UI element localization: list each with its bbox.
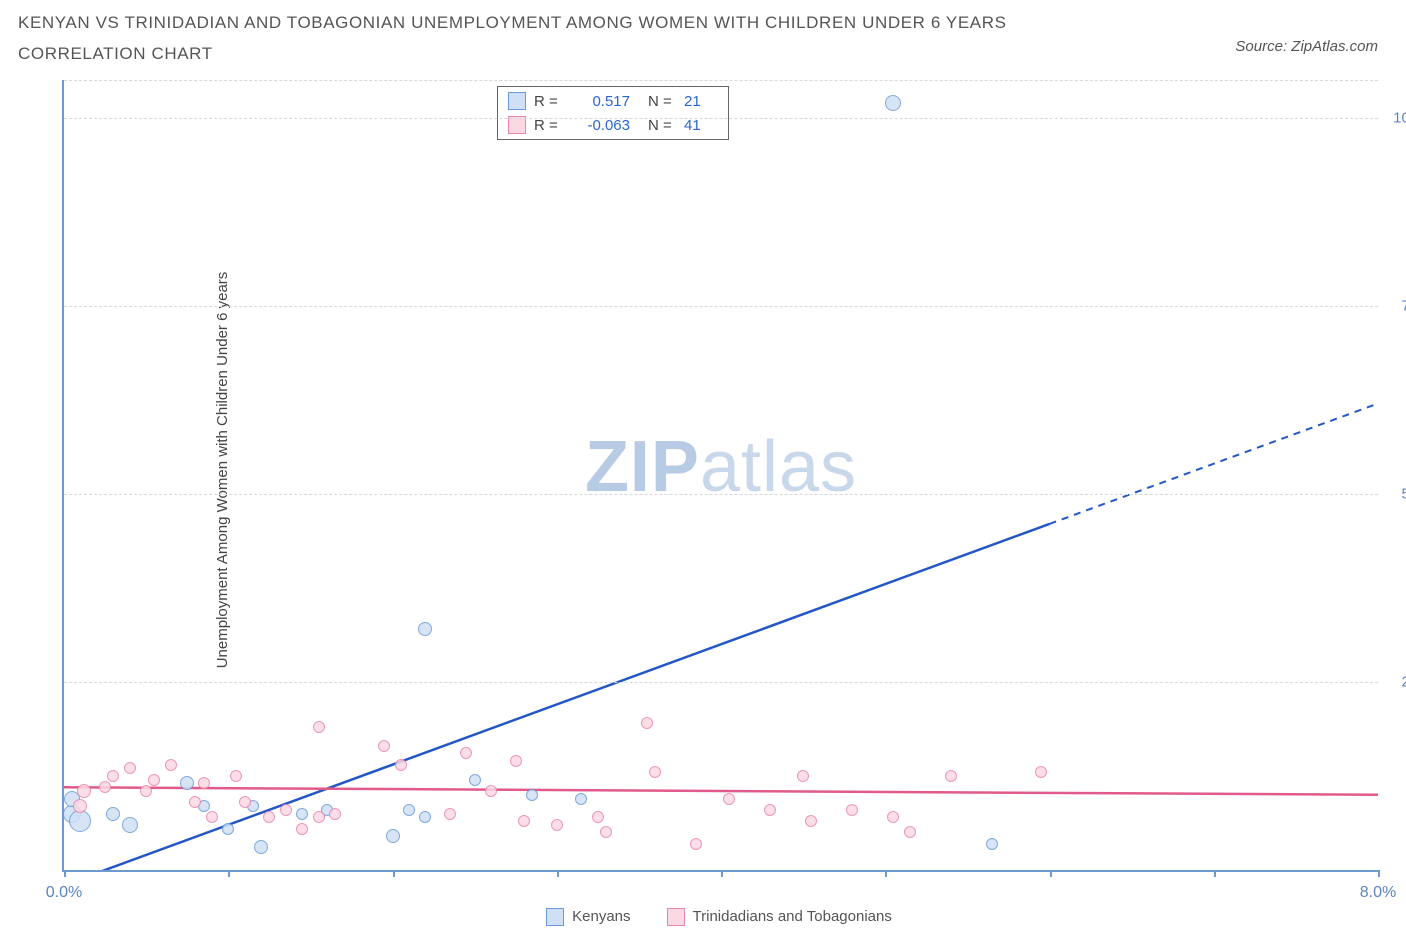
legend-label-trinidadians: Trinidadians and Tobagonians [693,908,892,925]
n-value-trinidadians: 41 [684,117,716,134]
legend-item-kenyans: Kenyans [546,908,630,926]
data-point-trinidadians [77,784,91,798]
x-tick [1214,870,1216,877]
n-label-trinidadians: N = [648,117,684,134]
data-point-trinidadians [239,796,251,808]
r-label-trinidadians: R = [534,117,568,134]
data-point-trinidadians [797,770,809,782]
gridline-h [64,682,1378,683]
gridline-h [64,80,1378,81]
n-value-kenyans: 21 [684,93,716,110]
data-point-trinidadians [395,759,407,771]
data-point-trinidadians [329,808,341,820]
source-prefix: Source: [1235,38,1291,55]
data-point-trinidadians [510,755,522,767]
regression-lines-layer [64,80,1378,870]
regression-line-dashed-kenyans [1050,404,1379,524]
y-tick-label: 25.0% [1401,673,1406,690]
data-point-kenyans [122,817,138,833]
x-tick [885,870,887,877]
x-tick-label: 8.0% [1360,884,1396,902]
data-point-trinidadians [945,770,957,782]
data-point-trinidadians [165,759,177,771]
legend-swatch-kenyans [546,908,564,926]
data-point-trinidadians [518,815,530,827]
gridline-h [64,306,1378,307]
data-point-trinidadians [280,804,292,816]
regression-line-trinidadians [64,787,1378,795]
r-value-kenyans: 0.517 [568,93,630,110]
data-point-trinidadians [296,823,308,835]
legend-swatch-trinidadians [667,908,685,926]
chart-plot-area: ZIPatlas R = 0.517 N = 21 R = -0.063 N =… [62,80,1378,872]
x-tick [1378,870,1380,877]
swatch-kenyans [508,92,526,110]
data-point-trinidadians [485,785,497,797]
data-point-kenyans [986,838,998,850]
data-point-trinidadians [551,819,563,831]
y-tick-label: 75.0% [1401,297,1406,314]
data-point-trinidadians [313,721,325,733]
r-value-trinidadians: -0.063 [568,117,630,134]
legend-item-trinidadians: Trinidadians and Tobagonians [667,908,892,926]
stats-row-trinidadians: R = -0.063 N = 41 [498,113,728,137]
legend-label-kenyans: Kenyans [572,908,630,925]
x-tick-label: 0.0% [46,884,82,902]
data-point-trinidadians [690,838,702,850]
x-tick [721,870,723,877]
data-point-trinidadians [148,774,160,786]
data-point-kenyans [469,774,481,786]
data-point-kenyans [885,95,901,111]
r-label-kenyans: R = [534,93,568,110]
x-tick [557,870,559,877]
data-point-kenyans [526,789,538,801]
n-label-kenyans: N = [648,93,684,110]
stats-row-kenyans: R = 0.517 N = 21 [498,89,728,113]
swatch-trinidadians [508,116,526,134]
gridline-h [64,494,1378,495]
x-tick [1050,870,1052,877]
chart-title: KENYAN VS TRINIDADIAN AND TOBAGONIAN UNE… [18,8,1118,69]
y-tick-label: 50.0% [1401,485,1406,502]
data-point-kenyans [386,829,400,843]
x-tick [228,870,230,877]
data-point-kenyans [296,808,308,820]
source-attribution: Source: ZipAtlas.com [1235,38,1378,55]
series-legend: Kenyans Trinidadians and Tobagonians [62,908,1376,926]
data-point-trinidadians [313,811,325,823]
data-point-trinidadians [723,793,735,805]
data-point-kenyans [575,793,587,805]
gridline-h [64,118,1378,119]
data-point-kenyans [106,807,120,821]
x-tick [64,870,66,877]
y-tick-label: 100.0% [1393,109,1406,126]
data-point-trinidadians [444,808,456,820]
data-point-trinidadians [764,804,776,816]
stats-legend: R = 0.517 N = 21 R = -0.063 N = 41 [497,86,729,140]
x-tick [393,870,395,877]
data-point-kenyans [403,804,415,816]
data-point-kenyans [222,823,234,835]
source-link[interactable]: ZipAtlas.com [1291,38,1378,55]
